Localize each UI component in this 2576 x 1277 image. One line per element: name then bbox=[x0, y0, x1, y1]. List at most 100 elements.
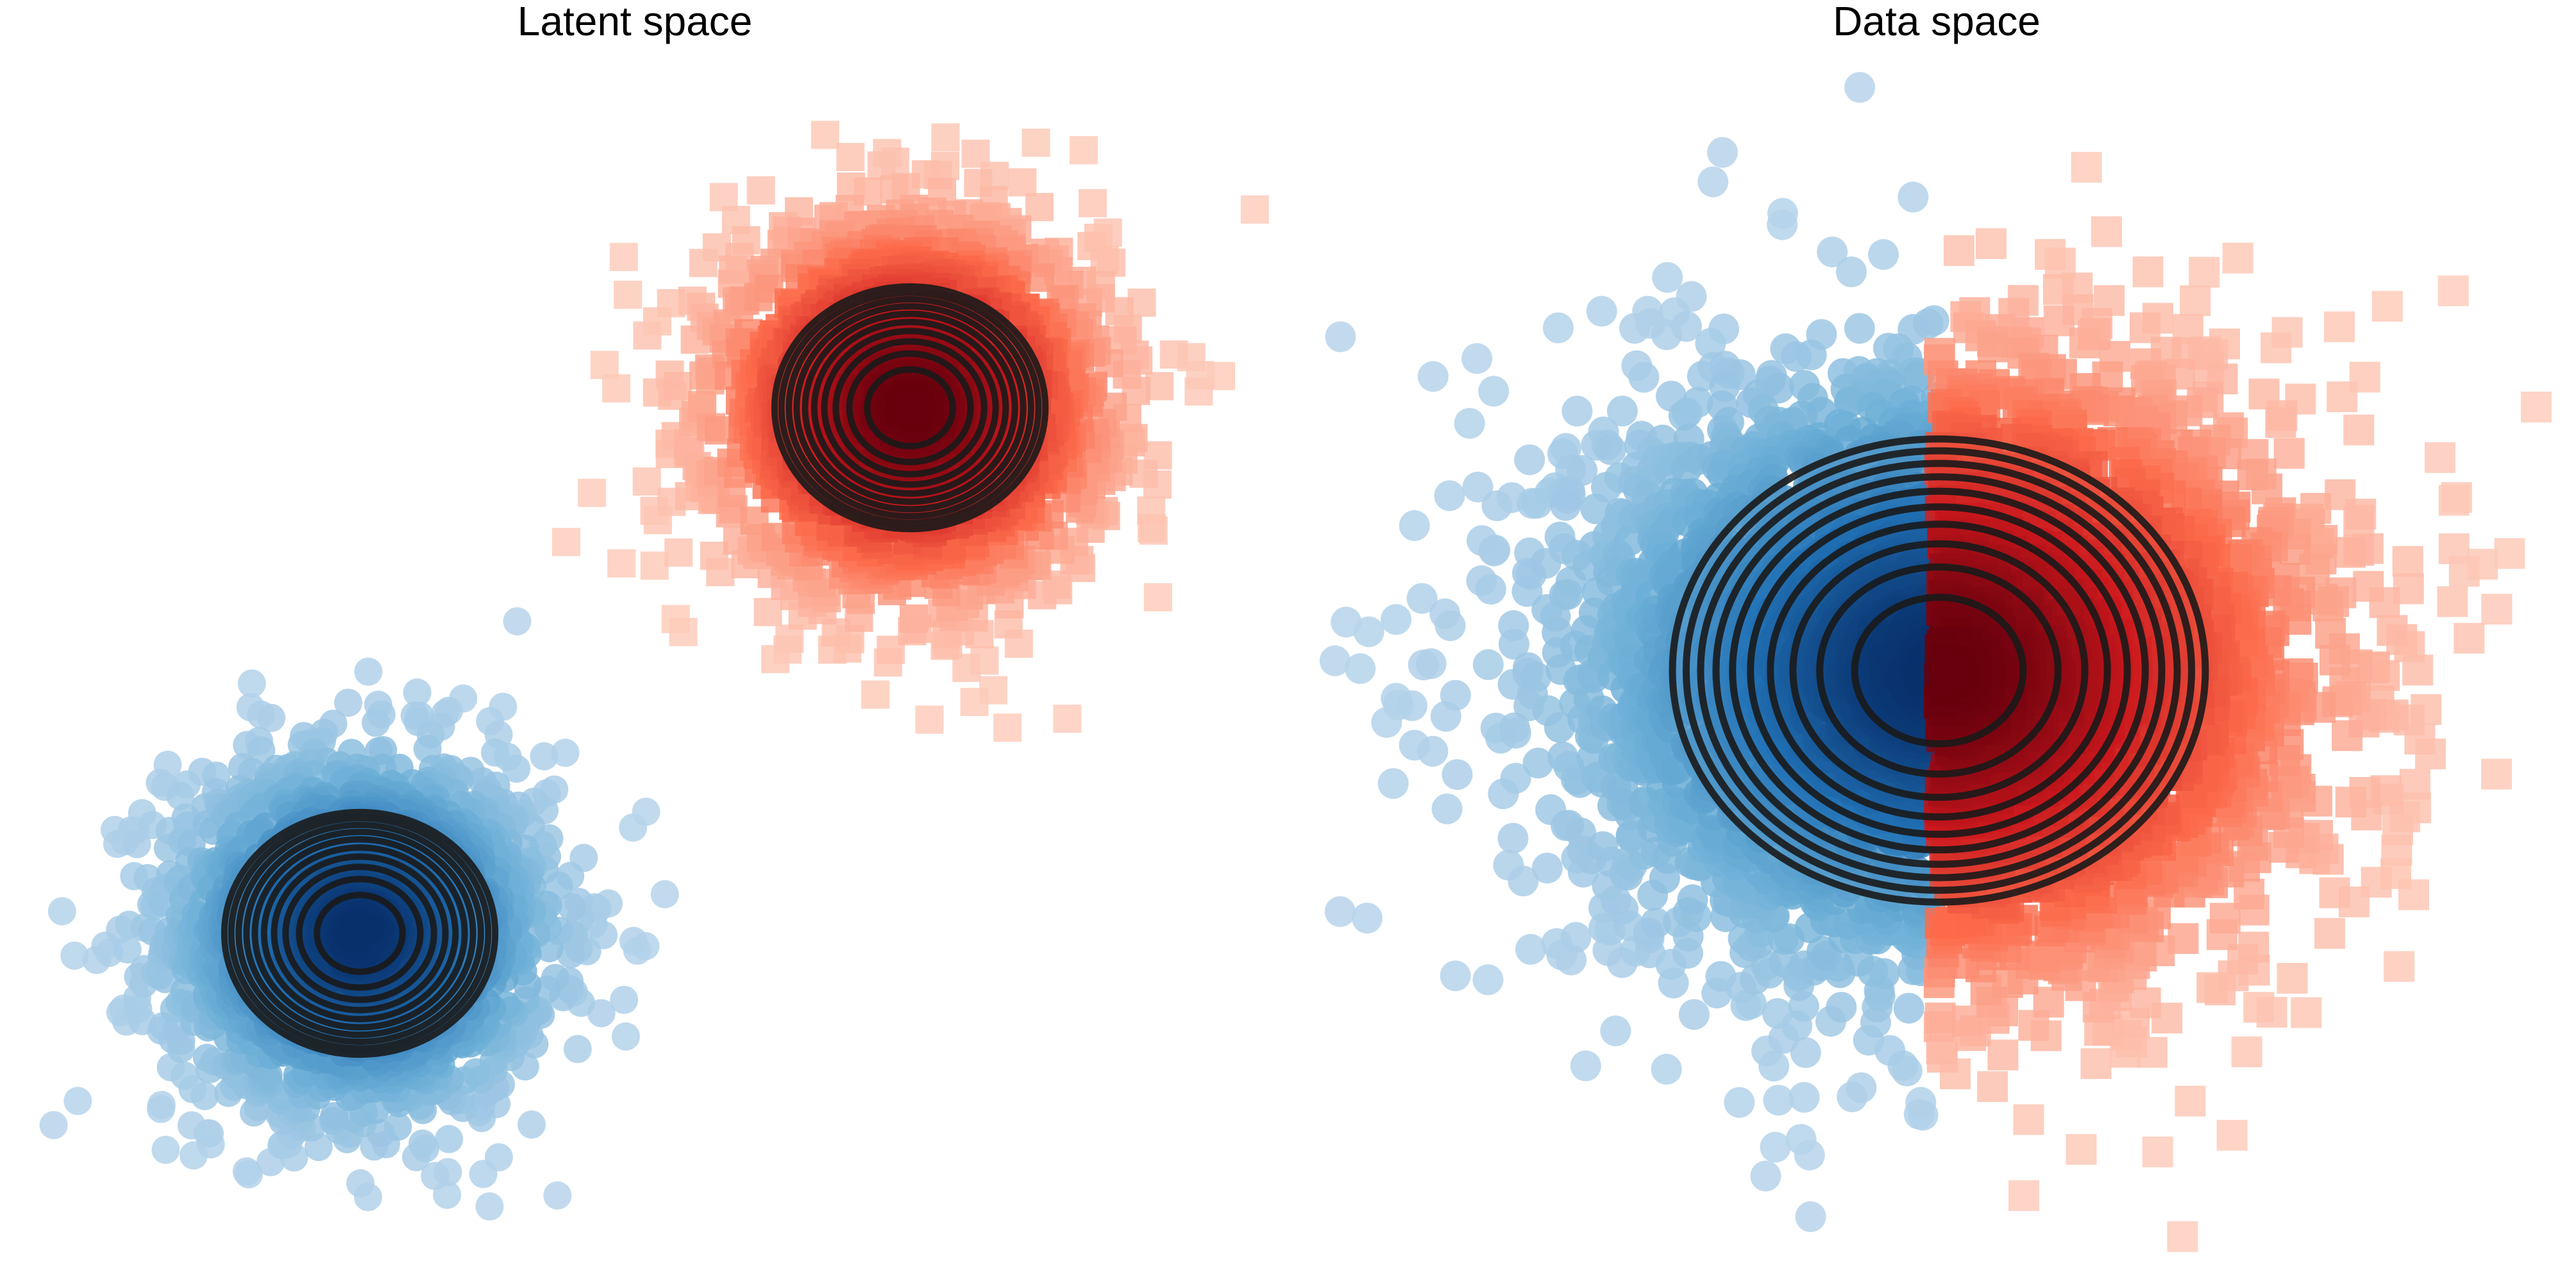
blue-circle-point bbox=[1724, 1087, 1755, 1118]
blue-circle-point bbox=[1542, 312, 1574, 344]
red-square-point bbox=[1159, 340, 1188, 369]
red-square-point bbox=[1137, 496, 1166, 525]
blue-circle-point bbox=[610, 985, 639, 1014]
blue-circle-point bbox=[1750, 1160, 1781, 1192]
blue-circle-point bbox=[237, 669, 266, 698]
blue-circle-point bbox=[1440, 680, 1471, 711]
red-square-point bbox=[867, 151, 896, 180]
red-square-point bbox=[931, 123, 960, 152]
blue-circle-point bbox=[1893, 992, 1924, 1024]
red-square-point bbox=[602, 374, 630, 403]
blue-circle-point bbox=[1345, 653, 1376, 684]
red-square-point bbox=[811, 121, 839, 149]
blue-circle-point bbox=[1789, 1081, 1820, 1113]
blue-circle-point bbox=[1435, 610, 1466, 641]
blue-circle-point bbox=[619, 926, 648, 955]
red-square-point bbox=[1022, 128, 1050, 157]
blue-circle-point bbox=[1431, 793, 1463, 824]
blue-circle-point bbox=[196, 1119, 224, 1148]
red-square-point bbox=[979, 676, 1007, 705]
blue-circle-point bbox=[1785, 1124, 1817, 1155]
blue-circle-point bbox=[334, 689, 362, 717]
blue-circle-point bbox=[1550, 490, 1581, 521]
blue-circle-point bbox=[247, 736, 276, 765]
blue-circle-point bbox=[475, 1192, 504, 1221]
blue-circle-point bbox=[1868, 239, 1899, 270]
red-square-point bbox=[578, 478, 607, 507]
blue-circle-point bbox=[1396, 690, 1427, 721]
blue-circle-point bbox=[1628, 362, 1660, 393]
blue-circle-point bbox=[408, 1129, 437, 1158]
red-square-point bbox=[609, 242, 638, 271]
red-square-point bbox=[993, 714, 1022, 742]
blue-circle-point bbox=[1399, 510, 1430, 541]
red-square-point bbox=[1069, 136, 1098, 165]
blue-circle-point bbox=[354, 657, 383, 686]
blue-circle-point bbox=[619, 814, 648, 842]
blue-circle-point bbox=[1324, 896, 1356, 927]
red-square-point bbox=[861, 680, 889, 709]
blue-circle-point bbox=[1381, 604, 1411, 635]
blue-circle-point bbox=[257, 703, 286, 732]
blue-circle-point bbox=[147, 1090, 176, 1119]
blue-circle-point bbox=[611, 1022, 640, 1051]
red-square-point bbox=[663, 372, 692, 401]
blue-circle-point bbox=[502, 755, 531, 783]
blue-circle-point bbox=[166, 781, 195, 810]
blue-circle-point bbox=[1478, 376, 1510, 407]
blue-circle-point bbox=[551, 739, 580, 767]
blue-circle-point bbox=[1562, 396, 1593, 427]
blue-circle-point bbox=[1552, 579, 1583, 610]
red-square-point bbox=[664, 538, 693, 567]
blue-circle-point bbox=[1595, 434, 1626, 465]
blue-circle-point bbox=[403, 678, 432, 707]
blue-circle-point bbox=[1898, 181, 1929, 213]
blue-circle-point bbox=[543, 1181, 572, 1210]
red-square-point bbox=[614, 280, 643, 309]
red-square-point bbox=[551, 528, 580, 556]
data-space-title: Data space bbox=[1833, 0, 2041, 44]
red-square-point bbox=[1240, 195, 1269, 224]
red-square-point bbox=[1143, 583, 1172, 612]
blue-circle-point bbox=[1826, 992, 1857, 1023]
blue-circle-point bbox=[60, 941, 89, 970]
red-square-point bbox=[1184, 377, 1213, 406]
red-square-point bbox=[896, 393, 925, 422]
blue-circle-point bbox=[383, 1112, 412, 1141]
red-square-point bbox=[632, 467, 661, 496]
blue-circle-point bbox=[481, 738, 509, 767]
blue-circle-point bbox=[1762, 998, 1793, 1029]
blue-circle-point bbox=[1417, 735, 1449, 767]
blue-circle-point bbox=[1846, 1072, 1877, 1103]
blue-circle-point bbox=[1377, 768, 1409, 799]
blue-circle-point bbox=[558, 893, 587, 922]
red-square-point bbox=[836, 143, 865, 171]
blue-circle-point bbox=[1472, 964, 1504, 996]
blue-circle-point bbox=[435, 1124, 464, 1153]
blue-circle-point bbox=[122, 830, 151, 858]
red-square-point bbox=[607, 549, 636, 578]
blue-circle-point bbox=[1697, 166, 1729, 197]
blue-circle-point bbox=[1705, 961, 1737, 992]
blue-circle-point bbox=[47, 897, 76, 926]
blue-circle-point bbox=[1531, 853, 1563, 884]
blue-circle-point bbox=[1434, 480, 1465, 512]
blue-circle-point bbox=[1475, 574, 1506, 605]
red-square-point bbox=[1077, 231, 1106, 260]
red-square-point bbox=[640, 551, 669, 580]
blue-circle-point bbox=[113, 935, 142, 964]
blue-circle-point bbox=[1560, 922, 1592, 953]
latent-space-panel: Latent space bbox=[39, 0, 1269, 1221]
blue-circle-point bbox=[530, 742, 559, 771]
blue-circle-point bbox=[1796, 339, 1827, 371]
blue-circle-point bbox=[484, 1143, 513, 1172]
red-square-point bbox=[915, 705, 944, 734]
blue-circle-point bbox=[1905, 1087, 1937, 1118]
blue-circle-point bbox=[232, 1157, 261, 1186]
blue-circle-point bbox=[1353, 616, 1385, 647]
blue-circle-point bbox=[1570, 1050, 1601, 1081]
blue-circle-point bbox=[1795, 1201, 1826, 1232]
blue-circle-point bbox=[63, 1087, 92, 1115]
blue-circle-point bbox=[1442, 759, 1473, 790]
